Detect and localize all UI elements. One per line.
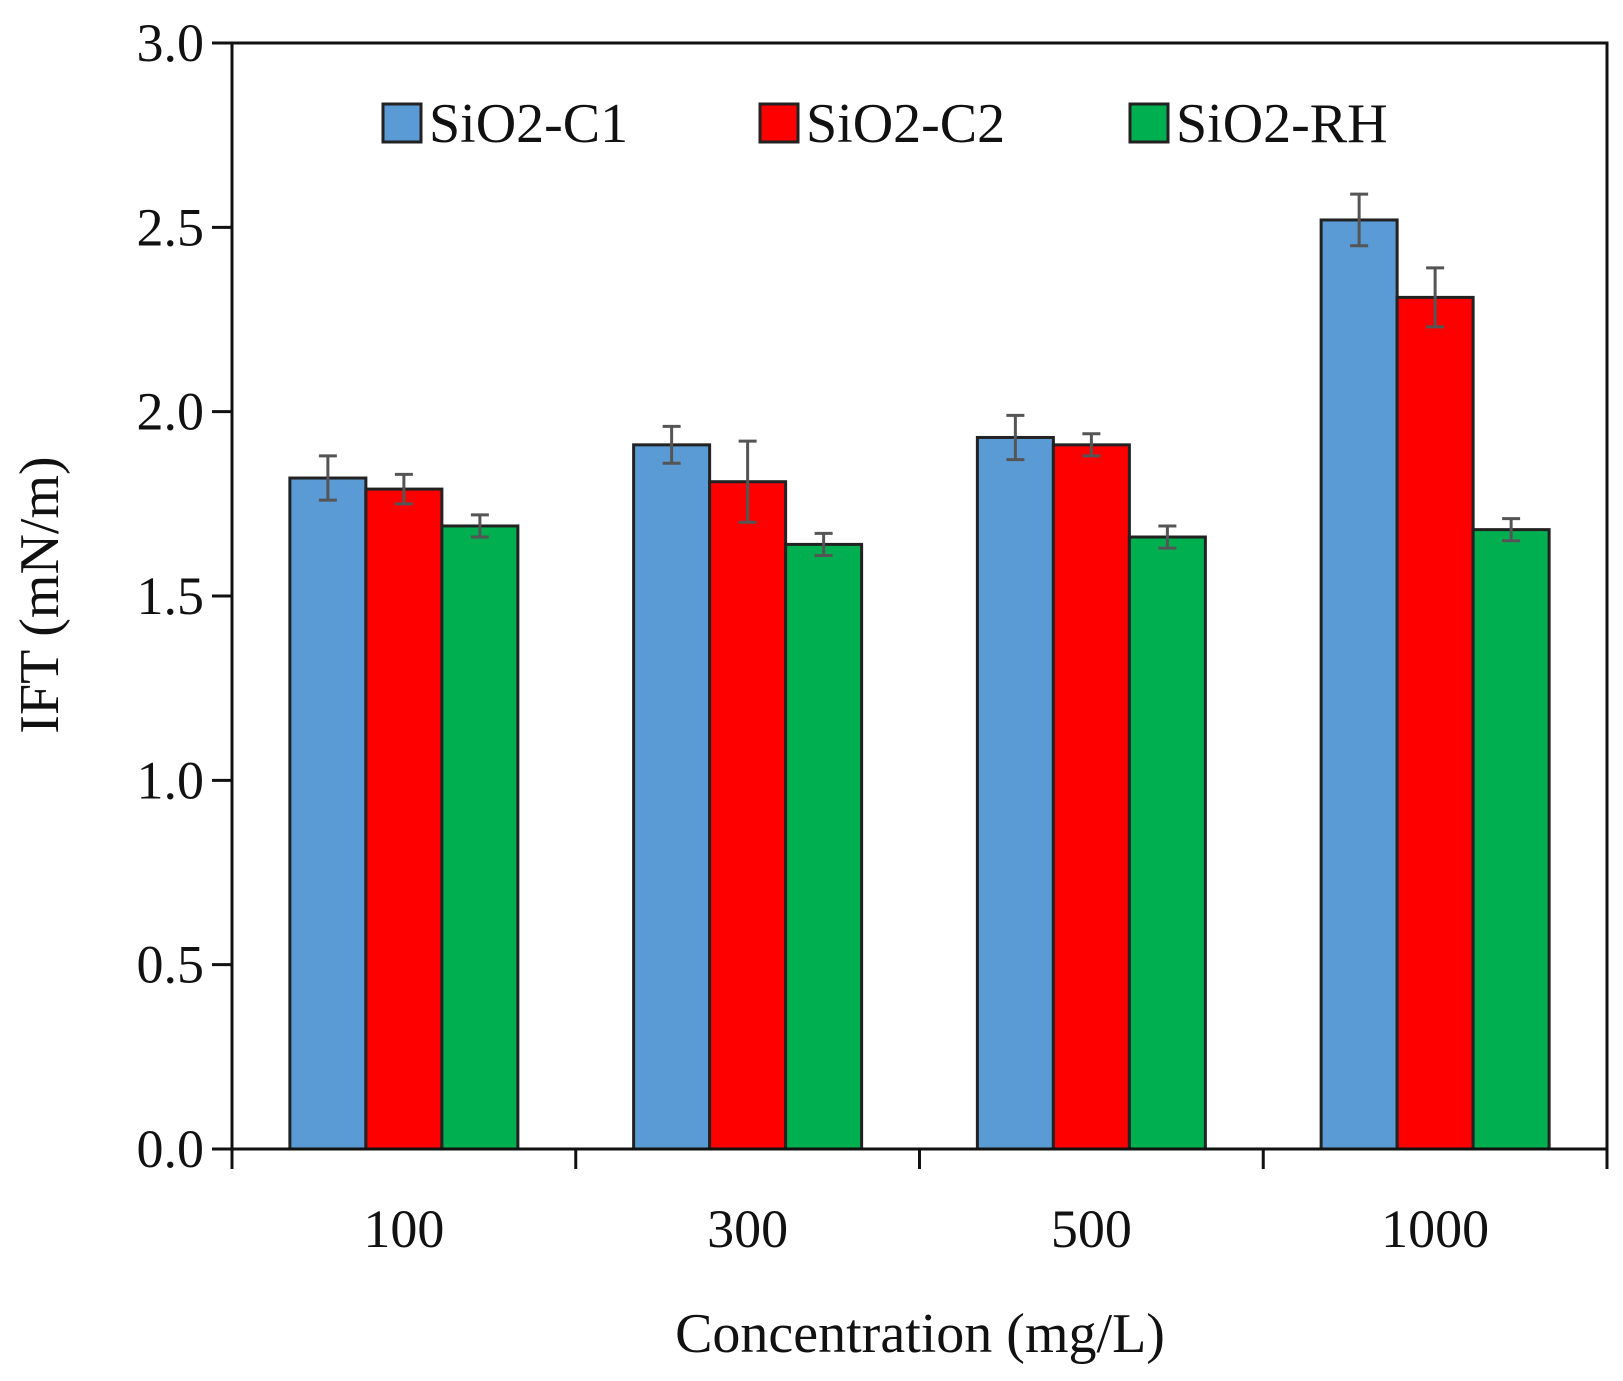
x-tick-label: 100 [363, 1199, 444, 1259]
bar-sio2-c1-1000 [1319, 218, 1399, 1151]
y-tick-labels: 0.0 0.5 1.0 1.5 2.0 2.5 3.0 [137, 13, 205, 1179]
y-axis-title: IFT (mN/m) [9, 456, 71, 733]
bar-sio2-c2-1000 [1395, 295, 1475, 1151]
y-tick-label: 0.0 [137, 1119, 205, 1179]
legend-label-sio2-c1: SiO2-C1 [429, 93, 628, 155]
x-tick-label: 500 [1051, 1199, 1132, 1259]
bar-series-group [288, 218, 1551, 1151]
bar-sio2-c1-500 [975, 435, 1055, 1151]
bar-sio2-rh-300 [784, 542, 864, 1151]
bar-sio2-rh-1000 [1471, 528, 1551, 1151]
axes-group [212, 41, 1609, 1169]
legend: SiO2-C1 SiO2-C2 SiO2-RH [381, 93, 1388, 155]
y-tick-label: 1.0 [137, 750, 205, 810]
error-bar-group [318, 192, 1521, 557]
y-tick-label: 1.5 [137, 566, 205, 626]
legend-label-sio2-c2: SiO2-C2 [806, 93, 1005, 155]
x-axis-title: Concentration (mg/L) [675, 1303, 1165, 1365]
legend-swatch-sio2-c2 [758, 102, 800, 144]
bar-sio2-c2-100 [364, 487, 444, 1151]
y-tick-label: 2.0 [137, 382, 205, 442]
legend-swatch-sio2-rh [1128, 102, 1170, 144]
y-tick-label: 2.5 [137, 197, 205, 257]
bar-sio2-c2-300 [708, 480, 788, 1151]
bar-sio2-c1-100 [288, 476, 368, 1151]
bar-sio2-c2-500 [1051, 443, 1131, 1151]
bar-sio2-rh-500 [1127, 535, 1207, 1151]
y-tick-label: 3.0 [137, 13, 205, 73]
y-tick-label: 0.5 [137, 935, 205, 995]
bar-sio2-rh-100 [440, 524, 520, 1151]
legend-label-sio2-rh: SiO2-RH [1176, 93, 1388, 155]
x-tick-labels: 100 300 500 1000 [363, 1199, 1489, 1259]
x-tick-label: 300 [707, 1199, 788, 1259]
bar-sio2-c1-300 [632, 443, 712, 1151]
x-tick-label: 1000 [1381, 1199, 1489, 1259]
legend-swatch-sio2-c1 [381, 102, 423, 144]
